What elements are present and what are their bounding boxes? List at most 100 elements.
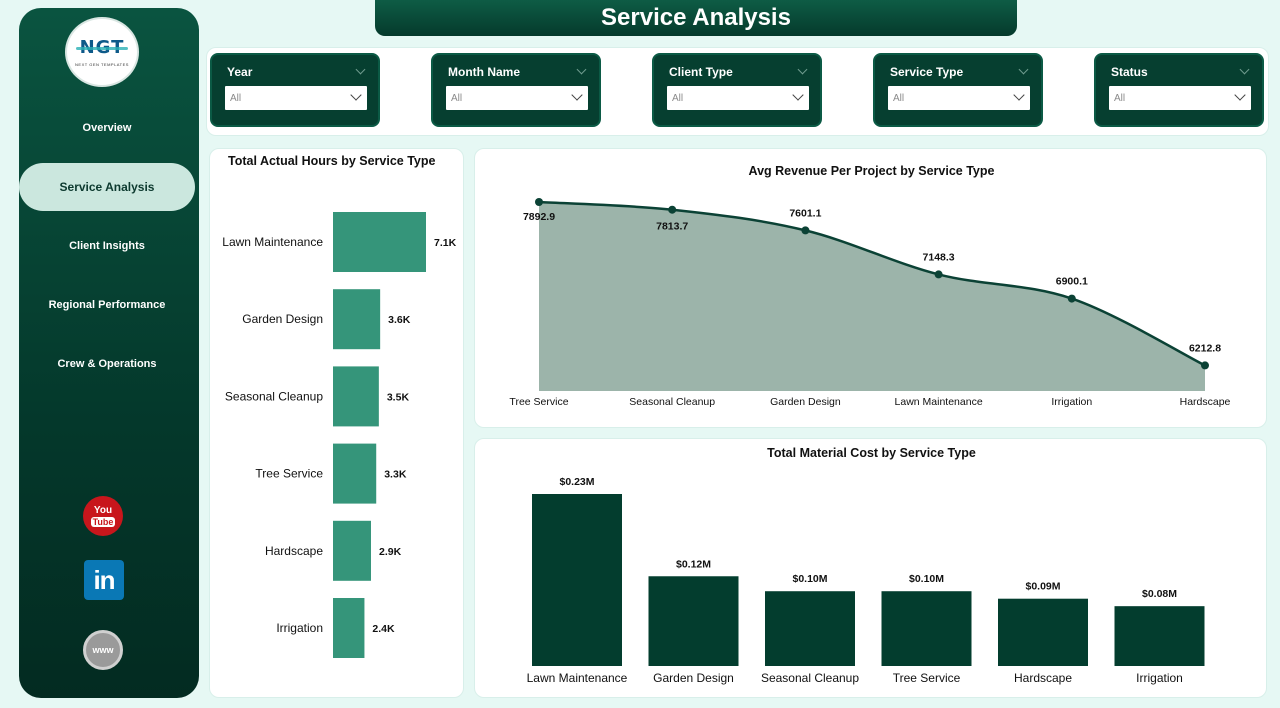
category-label: Seasonal Cleanup xyxy=(225,389,323,403)
data-label: 7892.9 xyxy=(523,211,555,223)
website-globe-icon[interactable]: www xyxy=(83,630,123,670)
material-bar[interactable] xyxy=(648,576,739,666)
slicer-label: Month Name xyxy=(448,65,520,79)
data-label: 7.1K xyxy=(434,237,457,249)
client-type-dropdown[interactable]: All xyxy=(667,86,809,110)
chevron-down-icon xyxy=(1013,89,1025,101)
slicer-label: Client Type xyxy=(669,65,733,79)
nav-item-crew-operations[interactable]: Crew & Operations xyxy=(57,358,157,370)
data-label: 7148.3 xyxy=(923,251,955,263)
data-label: 2.9K xyxy=(379,546,402,558)
linkedin-icon-text: in xyxy=(93,564,115,595)
status-dropdown[interactable]: All xyxy=(1109,86,1251,110)
data-label: 3.6K xyxy=(388,314,411,326)
revenue-chart-card: Avg Revenue Per Project by Service Type … xyxy=(474,148,1267,428)
data-label: $0.10M xyxy=(792,573,827,585)
category-label: Hardscape xyxy=(265,544,323,558)
material-bar[interactable] xyxy=(998,598,1088,666)
x-tick-label: Tree Service xyxy=(509,396,568,408)
x-tick-label: Tree Service xyxy=(893,671,961,685)
x-tick-label: Irrigation xyxy=(1136,671,1183,685)
data-label: 3.5K xyxy=(387,391,410,403)
data-label: $0.10M xyxy=(909,573,944,585)
x-tick-label: Hardscape xyxy=(1180,396,1231,408)
chevron-down-icon[interactable] xyxy=(797,64,808,75)
company-logo[interactable]: NGT NEXT GEN TEMPLATES xyxy=(67,19,137,85)
youtube-icon-bottom: Tube xyxy=(90,516,116,527)
material-bar[interactable] xyxy=(765,591,855,666)
hours-bar[interactable] xyxy=(333,598,365,658)
chevron-down-icon xyxy=(792,89,804,101)
data-label: 6900.1 xyxy=(1056,276,1088,288)
material-bar-chart: $0.23M Lawn Maintenance $0.12M Garden Desig… xyxy=(527,476,1205,685)
data-label: 6212.8 xyxy=(1189,342,1221,354)
category-label: Lawn Maintenance xyxy=(222,235,323,249)
data-point[interactable] xyxy=(1201,361,1209,370)
dropdown-value: All xyxy=(451,93,463,104)
slicer-status: Status All xyxy=(1094,53,1264,127)
nav-item-service-analysis[interactable]: Service Analysis xyxy=(19,163,195,211)
hours-chart-card: Total Actual Hours by Service Type Lawn … xyxy=(209,148,464,698)
data-point[interactable] xyxy=(801,226,810,235)
data-label: 7813.7 xyxy=(656,221,688,233)
hours-bar[interactable] xyxy=(333,366,379,427)
chart-title: Total Actual Hours by Service Type xyxy=(228,154,436,168)
linkedin-icon[interactable]: in xyxy=(84,560,124,600)
year-dropdown[interactable]: All xyxy=(225,86,367,110)
chevron-down-icon xyxy=(350,89,362,101)
category-label: Garden Design xyxy=(242,312,323,326)
hours-bar[interactable] xyxy=(333,443,377,504)
material-chart-card: Total Material Cost by Service Type $0.2… xyxy=(474,438,1267,698)
chevron-down-icon xyxy=(1234,89,1246,101)
website-icon-text: www xyxy=(92,645,114,655)
chevron-down-icon xyxy=(571,89,583,101)
chevron-down-icon[interactable] xyxy=(355,64,366,75)
material-bar[interactable] xyxy=(1114,606,1205,666)
dropdown-value: All xyxy=(893,93,905,104)
data-point[interactable] xyxy=(668,205,677,214)
material-bar[interactable] xyxy=(532,494,622,666)
data-point[interactable] xyxy=(1067,294,1076,303)
chevron-down-icon[interactable] xyxy=(576,64,587,75)
nav-item-client-insights[interactable]: Client Insights xyxy=(69,240,145,252)
data-label: 2.4K xyxy=(372,623,395,635)
hours-bar-chart: Lawn Maintenance 7.1K Garden Design 3.6K Sea… xyxy=(222,212,457,658)
nav-item-regional-performance[interactable]: Regional Performance xyxy=(48,299,166,311)
page-title-bar: Service Analysis xyxy=(375,0,1017,36)
x-tick-label: Irrigation xyxy=(1051,396,1092,408)
x-tick-label: Lawn Maintenance xyxy=(527,671,628,685)
revenue-area-chart: 7892.9 Tree Service 7813.7 Seasonal Cleanup… xyxy=(509,198,1231,408)
data-point[interactable] xyxy=(934,270,943,279)
data-label: 7601.1 xyxy=(789,207,821,219)
dropdown-value: All xyxy=(672,93,684,104)
logo-subtext: NEXT GEN TEMPLATES xyxy=(75,62,129,67)
chart-title: Total Material Cost by Service Type xyxy=(767,446,976,460)
dropdown-value: All xyxy=(230,93,242,104)
data-label: $0.23M xyxy=(559,476,594,488)
slicer-client-type: Client Type All xyxy=(652,53,822,127)
hours-bar[interactable] xyxy=(333,212,426,272)
youtube-icon[interactable]: You Tube xyxy=(83,496,123,536)
slicer-service-type: Service Type All xyxy=(873,53,1043,127)
slicer-label: Service Type xyxy=(890,65,964,79)
chevron-down-icon[interactable] xyxy=(1239,64,1250,75)
youtube-icon-top: You xyxy=(93,504,113,516)
x-tick-label: Garden Design xyxy=(770,396,841,408)
sidebar: NGT NEXT GEN TEMPLATES Overview Service … xyxy=(19,8,199,698)
slicer-label: Status xyxy=(1111,65,1148,79)
slicer-label: Year xyxy=(227,65,253,79)
chevron-down-icon[interactable] xyxy=(1018,64,1029,75)
nav-item-overview[interactable]: Overview xyxy=(82,122,132,134)
data-point[interactable] xyxy=(535,198,543,206)
hours-bar[interactable] xyxy=(333,289,381,350)
dropdown-value: All xyxy=(1114,93,1126,104)
x-tick-label: Seasonal Cleanup xyxy=(761,671,859,685)
category-label: Tree Service xyxy=(255,467,323,481)
x-tick-label: Garden Design xyxy=(653,671,734,685)
data-label: $0.08M xyxy=(1142,588,1177,600)
material-bar[interactable] xyxy=(881,591,972,666)
x-tick-label: Hardscape xyxy=(1014,671,1072,685)
hours-bar[interactable] xyxy=(333,520,371,581)
month-name-dropdown[interactable]: All xyxy=(446,86,588,110)
service-type-dropdown[interactable]: All xyxy=(888,86,1030,110)
